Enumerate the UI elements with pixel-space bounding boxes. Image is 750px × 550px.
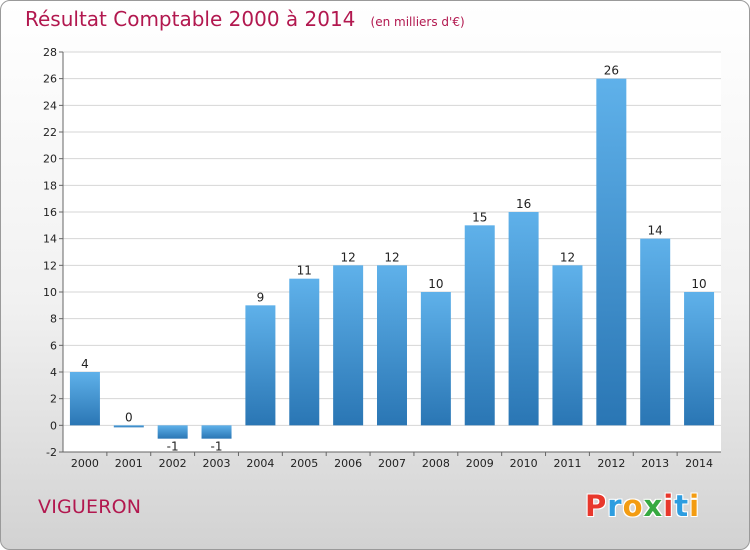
bar-value-label: 26: [604, 64, 619, 78]
bar-value-label: 10: [691, 277, 706, 291]
bar: [640, 238, 671, 426]
logo-letter: t: [674, 489, 690, 523]
bar-value-label: 11: [297, 264, 312, 278]
bar-value-label: -1: [211, 440, 223, 454]
bar: [464, 225, 495, 426]
bar: [596, 78, 627, 426]
bar-value-label: 10: [428, 277, 443, 291]
y-tick-label: 4: [50, 366, 57, 379]
chart-subtitle: (en milliers d'€): [370, 15, 465, 29]
x-tick-label: 2007: [378, 457, 406, 470]
y-tick-label: 14: [43, 233, 57, 246]
x-tick-label: 2000: [71, 457, 99, 470]
bar-value-label: 4: [81, 357, 89, 371]
bar-value-label: 12: [384, 250, 399, 264]
x-tick-label: 2004: [246, 457, 274, 470]
x-tick-label: 2005: [290, 457, 318, 470]
bar-value-label: 14: [648, 224, 663, 238]
x-tick-label: 2013: [641, 457, 669, 470]
logo-letter: i: [689, 489, 701, 523]
y-tick-label: 22: [43, 126, 57, 139]
bar-value-label: 9: [257, 290, 265, 304]
bar: [377, 265, 407, 426]
x-tick-label: 2014: [685, 457, 713, 470]
bar: [508, 212, 539, 426]
y-tick-label: 26: [43, 73, 57, 86]
bar: [420, 292, 451, 426]
y-tick-label: 2: [50, 393, 57, 406]
logo-letter: o: [622, 489, 644, 523]
y-tick-label: 24: [43, 99, 57, 112]
x-tick-label: 2009: [466, 457, 494, 470]
y-tick-label: 16: [43, 206, 57, 219]
bar-value-label: 15: [472, 210, 487, 224]
bar-value-label: 12: [560, 250, 575, 264]
x-tick-label: 2001: [115, 457, 143, 470]
x-tick-label: 2002: [159, 457, 187, 470]
bar-value-label: 0: [125, 410, 133, 424]
bar: [289, 278, 320, 426]
x-tick-label: 2003: [203, 457, 231, 470]
x-tick-label: 2012: [597, 457, 625, 470]
y-tick-label: 6: [50, 339, 57, 352]
y-tick-label: 0: [50, 419, 57, 432]
x-tick-label: 2006: [334, 457, 362, 470]
bar: [245, 305, 276, 426]
proxiti-logo: Proxiti: [585, 489, 700, 523]
y-tick-label: 12: [43, 259, 57, 272]
y-tick-label: -2: [46, 446, 57, 459]
y-tick-label: 8: [50, 313, 57, 326]
x-tick-label: 2010: [510, 457, 538, 470]
bar: [552, 265, 583, 426]
chart-title: Résultat Comptable 2000 à 2014: [25, 7, 356, 31]
y-tick-label: 28: [43, 46, 57, 59]
x-tick-label: 2011: [553, 457, 581, 470]
logo-letter: i: [663, 489, 675, 523]
bar: [684, 292, 715, 426]
logo-letter: P: [585, 489, 608, 523]
bar: [157, 425, 188, 439]
y-tick-label: 18: [43, 179, 57, 192]
bar: [113, 425, 144, 428]
commune-name: VIGUERON: [38, 496, 142, 518]
y-tick-label: 20: [43, 153, 57, 166]
bar: [201, 425, 232, 439]
x-tick-label: 2008: [422, 457, 450, 470]
logo-letter: x: [643, 489, 664, 523]
bar-value-label: 12: [340, 250, 355, 264]
logo-letter: r: [607, 489, 623, 523]
bar: [69, 372, 100, 426]
bar-value-label: -1: [167, 440, 179, 454]
y-tick-label: 10: [43, 286, 57, 299]
bar-value-label: 16: [516, 197, 531, 211]
bar: [333, 265, 364, 426]
title-row: Résultat Comptable 2000 à 2014 (en milli…: [25, 7, 465, 31]
